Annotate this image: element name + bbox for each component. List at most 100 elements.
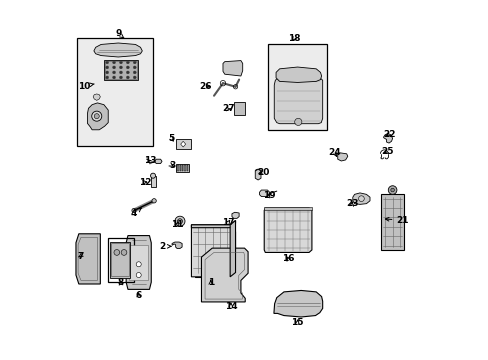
Circle shape (105, 66, 108, 69)
Bar (111, 243, 129, 276)
Circle shape (105, 76, 108, 79)
Bar (150, 176, 155, 187)
Text: 20: 20 (256, 168, 269, 177)
Bar (186, 165, 188, 171)
Polygon shape (231, 212, 239, 219)
Circle shape (126, 61, 129, 64)
Bar (182, 165, 183, 171)
Polygon shape (126, 235, 151, 289)
Bar (179, 165, 181, 171)
Text: 19: 19 (262, 190, 275, 199)
Bar (264, 207, 311, 211)
Text: 13: 13 (143, 156, 156, 165)
Text: 27: 27 (222, 104, 235, 113)
Text: 21: 21 (385, 216, 407, 225)
Circle shape (119, 71, 122, 74)
Circle shape (175, 216, 184, 226)
Text: 2: 2 (159, 242, 171, 251)
Polygon shape (154, 159, 162, 163)
Circle shape (119, 76, 122, 79)
Polygon shape (259, 190, 269, 197)
Circle shape (136, 273, 141, 278)
Polygon shape (352, 193, 369, 204)
Circle shape (112, 76, 115, 79)
Circle shape (112, 61, 115, 64)
Circle shape (92, 111, 102, 121)
Polygon shape (172, 242, 182, 248)
Circle shape (133, 71, 136, 74)
Circle shape (105, 71, 108, 74)
Bar (77, 39, 153, 146)
Polygon shape (255, 169, 261, 180)
Circle shape (126, 76, 129, 79)
Circle shape (150, 173, 155, 178)
Polygon shape (94, 43, 142, 57)
Text: 6: 6 (135, 291, 142, 300)
Text: 5: 5 (168, 134, 174, 143)
Circle shape (294, 118, 301, 126)
Text: 12: 12 (138, 177, 151, 186)
Bar (233, 102, 244, 116)
Polygon shape (383, 134, 392, 143)
Circle shape (152, 199, 156, 203)
Polygon shape (93, 94, 100, 100)
Polygon shape (201, 248, 247, 302)
Circle shape (105, 61, 108, 64)
Polygon shape (230, 221, 235, 277)
Text: 16: 16 (282, 255, 294, 264)
Circle shape (112, 66, 115, 69)
Polygon shape (337, 153, 347, 161)
Polygon shape (87, 103, 108, 130)
Bar (177, 165, 178, 171)
Circle shape (358, 196, 364, 202)
Bar (175, 139, 190, 149)
Circle shape (119, 61, 122, 64)
Text: 11: 11 (170, 220, 183, 229)
Circle shape (133, 66, 136, 69)
Polygon shape (276, 67, 321, 82)
Circle shape (132, 208, 136, 213)
Bar (184, 165, 185, 171)
Polygon shape (264, 208, 311, 252)
Circle shape (126, 66, 129, 69)
Circle shape (387, 186, 396, 194)
Bar (104, 59, 138, 80)
Circle shape (121, 249, 126, 255)
Text: 3: 3 (168, 161, 175, 170)
Text: 24: 24 (328, 148, 341, 157)
Bar (105, 60, 137, 79)
Circle shape (133, 76, 136, 79)
Bar (129, 244, 148, 280)
Circle shape (126, 71, 129, 74)
Polygon shape (76, 234, 100, 284)
Polygon shape (180, 141, 185, 147)
Circle shape (133, 61, 136, 64)
Text: 7: 7 (77, 252, 83, 261)
Circle shape (114, 249, 120, 255)
Text: 15: 15 (291, 318, 303, 327)
Text: 22: 22 (382, 130, 395, 139)
Circle shape (390, 188, 394, 192)
Circle shape (177, 219, 182, 224)
Circle shape (119, 66, 122, 69)
Circle shape (136, 262, 141, 267)
Text: 4: 4 (131, 208, 141, 218)
Circle shape (94, 114, 99, 119)
Bar (110, 242, 130, 278)
Polygon shape (274, 79, 322, 124)
Bar (107, 238, 134, 282)
Bar (381, 194, 403, 250)
Bar (176, 164, 188, 172)
Text: 9: 9 (115, 29, 124, 38)
Polygon shape (273, 291, 322, 317)
Bar (267, 44, 326, 130)
Text: 1: 1 (207, 278, 213, 287)
Polygon shape (191, 225, 235, 277)
Text: 23: 23 (345, 199, 358, 208)
Text: 14: 14 (224, 302, 237, 311)
Text: 25: 25 (381, 147, 393, 156)
Text: 17: 17 (222, 218, 234, 227)
Text: 8: 8 (118, 278, 123, 287)
Text: 26: 26 (199, 82, 211, 91)
Text: 18: 18 (287, 34, 300, 43)
